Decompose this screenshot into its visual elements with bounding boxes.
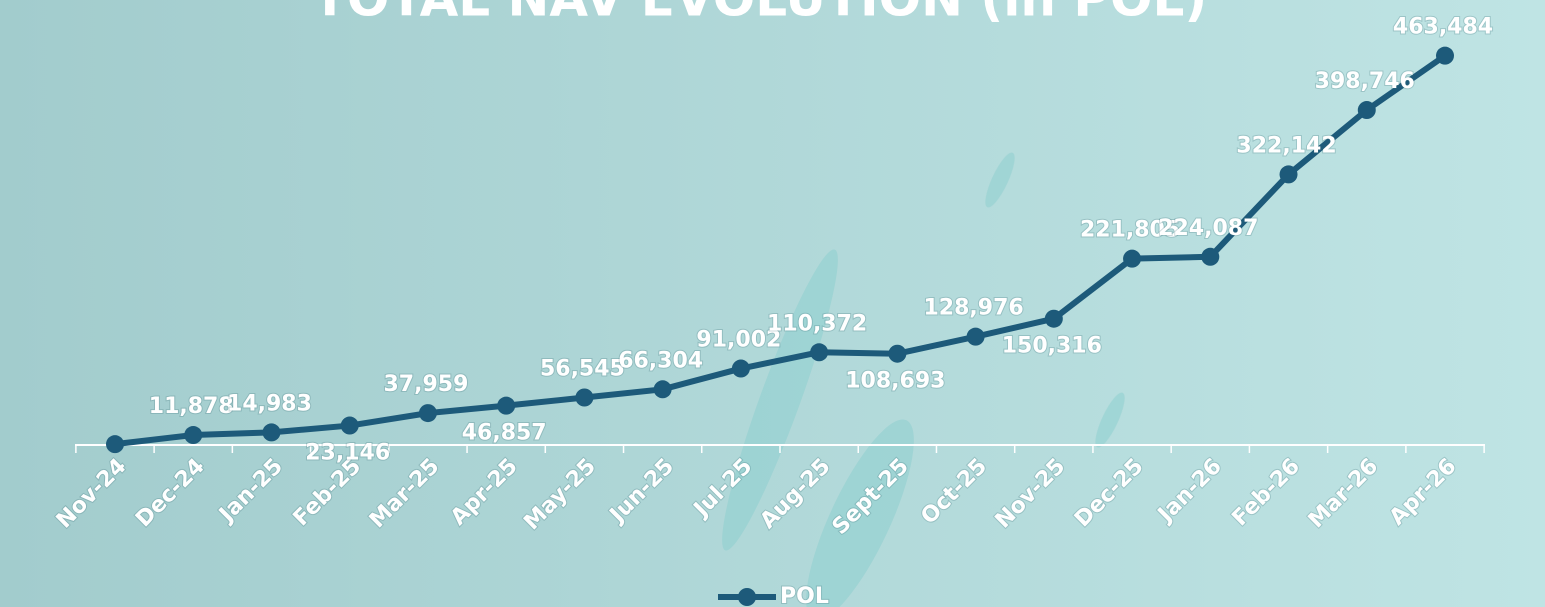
data-label: 23,146: [305, 441, 390, 466]
point: [341, 417, 359, 435]
point: [654, 380, 672, 398]
point: [810, 343, 828, 361]
data-label: 110,372: [767, 311, 867, 336]
data-label: 66,304: [618, 348, 703, 373]
point: [184, 426, 202, 444]
point: [1436, 47, 1454, 65]
point: [1358, 101, 1376, 119]
point: [1045, 310, 1063, 328]
data-label: 224,087: [1158, 216, 1258, 241]
point: [575, 389, 593, 407]
chart: TOTAL NAV EVOLUTION (in POL) Nov-24Dec-2…: [0, 0, 1545, 607]
point: [1280, 165, 1298, 183]
point: [888, 345, 906, 363]
data-label: 128,976: [923, 296, 1023, 321]
point: [1123, 250, 1141, 268]
data-label: 11,878: [149, 394, 234, 419]
point: [1201, 248, 1219, 266]
data-label: 56,545: [540, 357, 625, 382]
data-label: 322,142: [1236, 133, 1336, 158]
data-label: 150,316: [1002, 334, 1102, 359]
data-label: 108,693: [845, 369, 945, 394]
data-label: 398,746: [1315, 69, 1415, 94]
point: [732, 360, 750, 378]
chart-title: TOTAL NAV EVOLUTION (in POL): [313, 0, 1208, 28]
point: [967, 328, 985, 346]
point: [262, 423, 280, 441]
data-label: 14,983: [227, 391, 312, 416]
legend-marker: [738, 588, 756, 606]
data-label: 463,484: [1393, 15, 1493, 40]
data-label: 37,959: [383, 372, 468, 397]
point: [106, 435, 124, 453]
point: [419, 404, 437, 422]
legend-label: POL: [780, 584, 829, 607]
data-label: 46,857: [462, 421, 547, 446]
point: [497, 397, 515, 415]
